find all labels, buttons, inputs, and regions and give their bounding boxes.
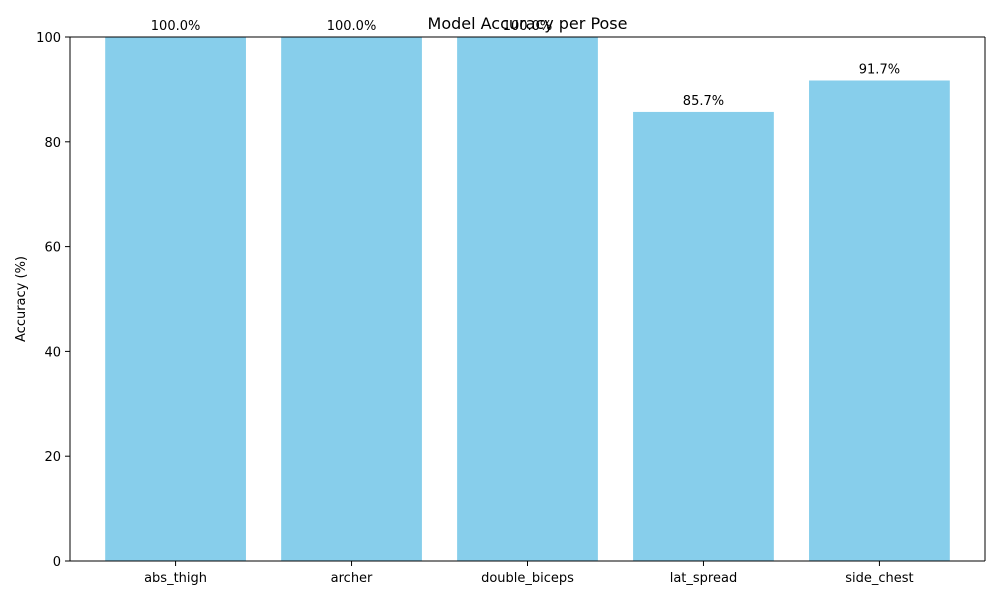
y-tick-label: 80 xyxy=(44,136,61,151)
y-axis-label: Accuracy (%) xyxy=(14,256,29,342)
y-tick-label: 20 xyxy=(44,450,61,465)
value-label-double_biceps: 100.0% xyxy=(503,19,553,34)
value-label-side_chest: 91.7% xyxy=(859,62,900,77)
x-tick-label: double_biceps xyxy=(481,571,574,586)
value-labels-layer: 100.0% 100.0% 100.0% 85.7% 91.7% xyxy=(151,19,900,109)
value-label-abs_thigh: 100.0% xyxy=(151,19,201,34)
bar-double_biceps xyxy=(457,37,598,561)
x-tick-label: lat_spread xyxy=(670,571,737,586)
y-tick-label: 0 xyxy=(53,555,61,570)
y-tick-label: 60 xyxy=(44,241,61,256)
bar-side_chest xyxy=(809,80,950,561)
x-tick-label: abs_thigh xyxy=(144,571,207,586)
chart-title: Model Accuracy per Pose xyxy=(428,14,628,33)
x-tick-label: side_chest xyxy=(845,571,913,586)
y-tick-label: 40 xyxy=(44,345,61,360)
bar-abs_thigh xyxy=(105,37,246,561)
value-label-lat_spread: 85.7% xyxy=(683,94,724,109)
x-tick-label: archer xyxy=(331,571,373,586)
value-label-archer: 100.0% xyxy=(327,19,377,34)
ticks-layer: abs_thigh archer double_biceps lat_spread si… xyxy=(36,31,913,586)
bar-lat_spread xyxy=(633,111,774,561)
bar-archer xyxy=(281,37,422,561)
y-tick-label: 100 xyxy=(36,31,61,46)
bars-layer xyxy=(105,37,950,561)
